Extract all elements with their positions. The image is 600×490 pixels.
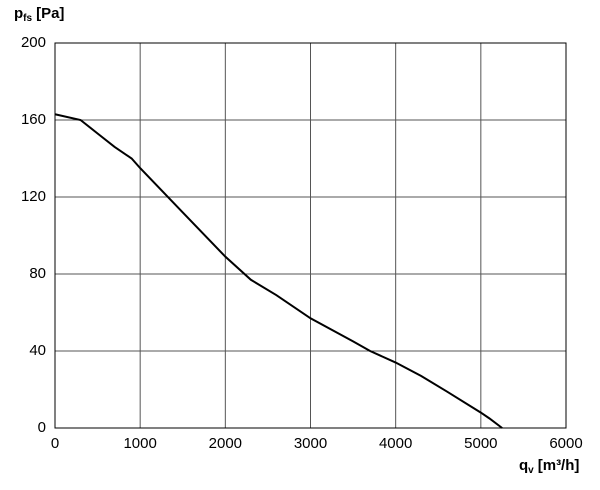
y-tick-label: 120 (21, 188, 46, 205)
x-label-unit: [m³/h] (538, 457, 580, 474)
x-label-subscript: v (528, 465, 534, 476)
y-label-unit: [Pa] (36, 5, 64, 22)
y-tick-label: 0 (38, 419, 46, 436)
x-tick-label: 5000 (464, 435, 497, 452)
y-label-subscript: fs (23, 13, 32, 24)
x-tick-label: 4000 (379, 435, 412, 452)
x-tick-label: 3000 (294, 435, 327, 452)
y-tick-label: 40 (29, 342, 46, 359)
x-label-symbol: q (519, 457, 528, 474)
x-tick-label: 6000 (549, 435, 582, 452)
y-tick-label: 80 (29, 265, 46, 282)
curve (54, 113, 503, 429)
x-tick-label: 1000 (123, 435, 156, 452)
plot-frame (54, 42, 567, 429)
x-tick-label: 0 (51, 435, 59, 452)
y-tick-label: 200 (21, 34, 46, 51)
y-axis-label: pfs [Pa] (14, 5, 64, 24)
y-tick-label: 160 (21, 111, 46, 128)
x-tick-label: 2000 (209, 435, 242, 452)
x-axis-label: qv [m³/h] (519, 457, 579, 476)
y-label-symbol: p (14, 5, 23, 22)
